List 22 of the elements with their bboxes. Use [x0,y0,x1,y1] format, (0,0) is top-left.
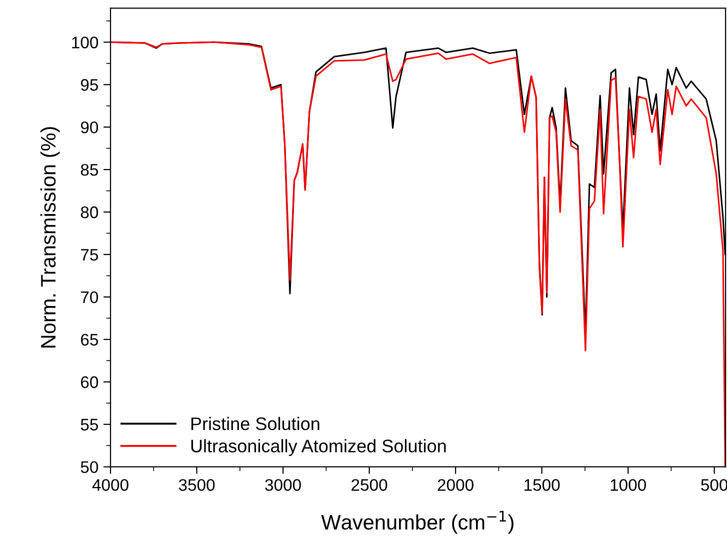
y-tick-label: 60 [81,376,98,388]
legend-label: Ultrasonically Atomized Solution [191,439,446,456]
x-tick-label: 1000 [610,479,646,491]
y-tick-label: 90 [80,122,98,134]
x-tick-label: 2000 [438,479,474,491]
y-tick-label: 55 [80,418,98,431]
x-tick-label: 1500 [524,479,560,491]
x-tick-label: 2500 [352,479,388,491]
y-tick-label: 100 [72,36,98,48]
y-tick-label: 80 [80,206,98,218]
legend-label: Pristine Solution [191,416,320,430]
x-tick-label: 4000 [92,479,128,491]
x-axis-title: Wavenumber (cm$^{−1}$) [321,510,514,534]
y-tick-label: 85 [80,164,98,176]
y-tick-label: 75 [81,249,98,261]
y-tick-label: 50 [80,461,98,474]
y-tick-label: 65 [81,334,98,346]
x-tick-label: 3500 [178,479,215,491]
x-tick-label: 3000 [265,479,301,491]
y-tick-label: 70 [81,291,98,304]
y-axis-title: Norm. Transmission (%) [40,127,60,348]
y-tick-label: 95 [80,79,98,91]
